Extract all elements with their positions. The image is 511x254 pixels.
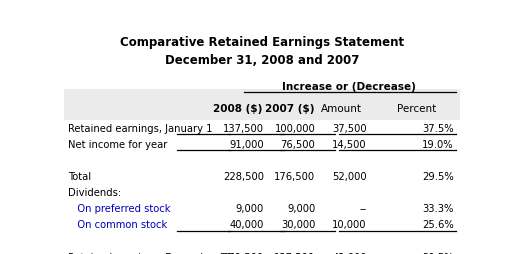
Text: 137,500: 137,500 [274, 252, 315, 254]
Text: Retained earnings, January 1: Retained earnings, January 1 [68, 123, 213, 133]
Text: Net income for year: Net income for year [68, 139, 167, 149]
Text: 137,500: 137,500 [223, 123, 264, 133]
Text: Total: Total [68, 171, 91, 181]
Text: On preferred stock: On preferred stock [68, 203, 170, 213]
Text: Retained earnings, December 31: Retained earnings, December 31 [68, 252, 233, 254]
Text: 10,000: 10,000 [332, 219, 367, 229]
Text: Increase or (Decrease): Increase or (Decrease) [282, 82, 416, 92]
Text: 19.0%: 19.0% [422, 139, 454, 149]
FancyBboxPatch shape [64, 90, 460, 120]
Text: December 31, 2008 and 2007: December 31, 2008 and 2007 [165, 54, 359, 67]
Text: 2008 ($): 2008 ($) [214, 104, 263, 114]
Text: 30,000: 30,000 [281, 219, 315, 229]
Text: Dividends:: Dividends: [68, 187, 121, 197]
Text: 176,500: 176,500 [274, 171, 315, 181]
Text: 30.5%: 30.5% [423, 252, 454, 254]
Text: 42,000: 42,000 [332, 252, 367, 254]
Text: 37,500: 37,500 [332, 123, 367, 133]
Text: Amount: Amount [320, 104, 362, 114]
Text: 228,500: 228,500 [223, 171, 264, 181]
Text: 91,000: 91,000 [229, 139, 264, 149]
Text: 52,000: 52,000 [332, 171, 367, 181]
Text: 33.3%: 33.3% [423, 203, 454, 213]
Text: 9,000: 9,000 [287, 203, 315, 213]
Text: 29.5%: 29.5% [422, 171, 454, 181]
Text: 76,500: 76,500 [281, 139, 315, 149]
Text: 14,500: 14,500 [332, 139, 367, 149]
Text: 179,500: 179,500 [223, 252, 264, 254]
Text: 100,000: 100,000 [274, 123, 315, 133]
Text: 40,000: 40,000 [229, 219, 264, 229]
Text: On common stock: On common stock [68, 219, 167, 229]
Text: 25.6%: 25.6% [422, 219, 454, 229]
Text: Percent: Percent [397, 104, 436, 114]
Text: 37.5%: 37.5% [422, 123, 454, 133]
Text: --: -- [360, 203, 367, 213]
Text: Comparative Retained Earnings Statement: Comparative Retained Earnings Statement [120, 36, 404, 49]
Text: 2007 ($): 2007 ($) [265, 104, 314, 114]
Text: 9,000: 9,000 [236, 203, 264, 213]
